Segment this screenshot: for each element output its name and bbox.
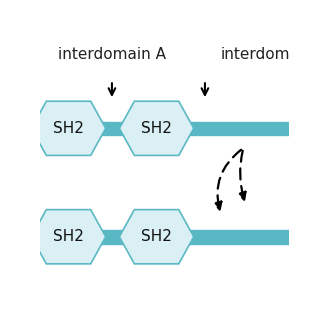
Polygon shape	[31, 101, 106, 156]
FancyArrowPatch shape	[239, 151, 245, 200]
Polygon shape	[119, 101, 194, 156]
Text: interdom: interdom	[221, 47, 291, 62]
Text: SH2: SH2	[141, 121, 172, 136]
Text: SH2: SH2	[53, 229, 84, 244]
Polygon shape	[31, 210, 106, 264]
FancyArrowPatch shape	[214, 150, 241, 210]
Text: SH2: SH2	[53, 121, 84, 136]
Text: interdomain A: interdomain A	[58, 47, 166, 62]
Text: SH2: SH2	[141, 229, 172, 244]
Polygon shape	[119, 210, 194, 264]
